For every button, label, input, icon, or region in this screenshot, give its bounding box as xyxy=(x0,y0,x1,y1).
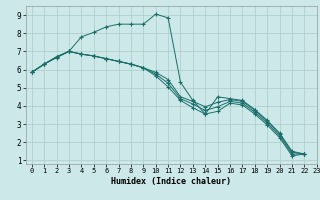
X-axis label: Humidex (Indice chaleur): Humidex (Indice chaleur) xyxy=(111,177,231,186)
